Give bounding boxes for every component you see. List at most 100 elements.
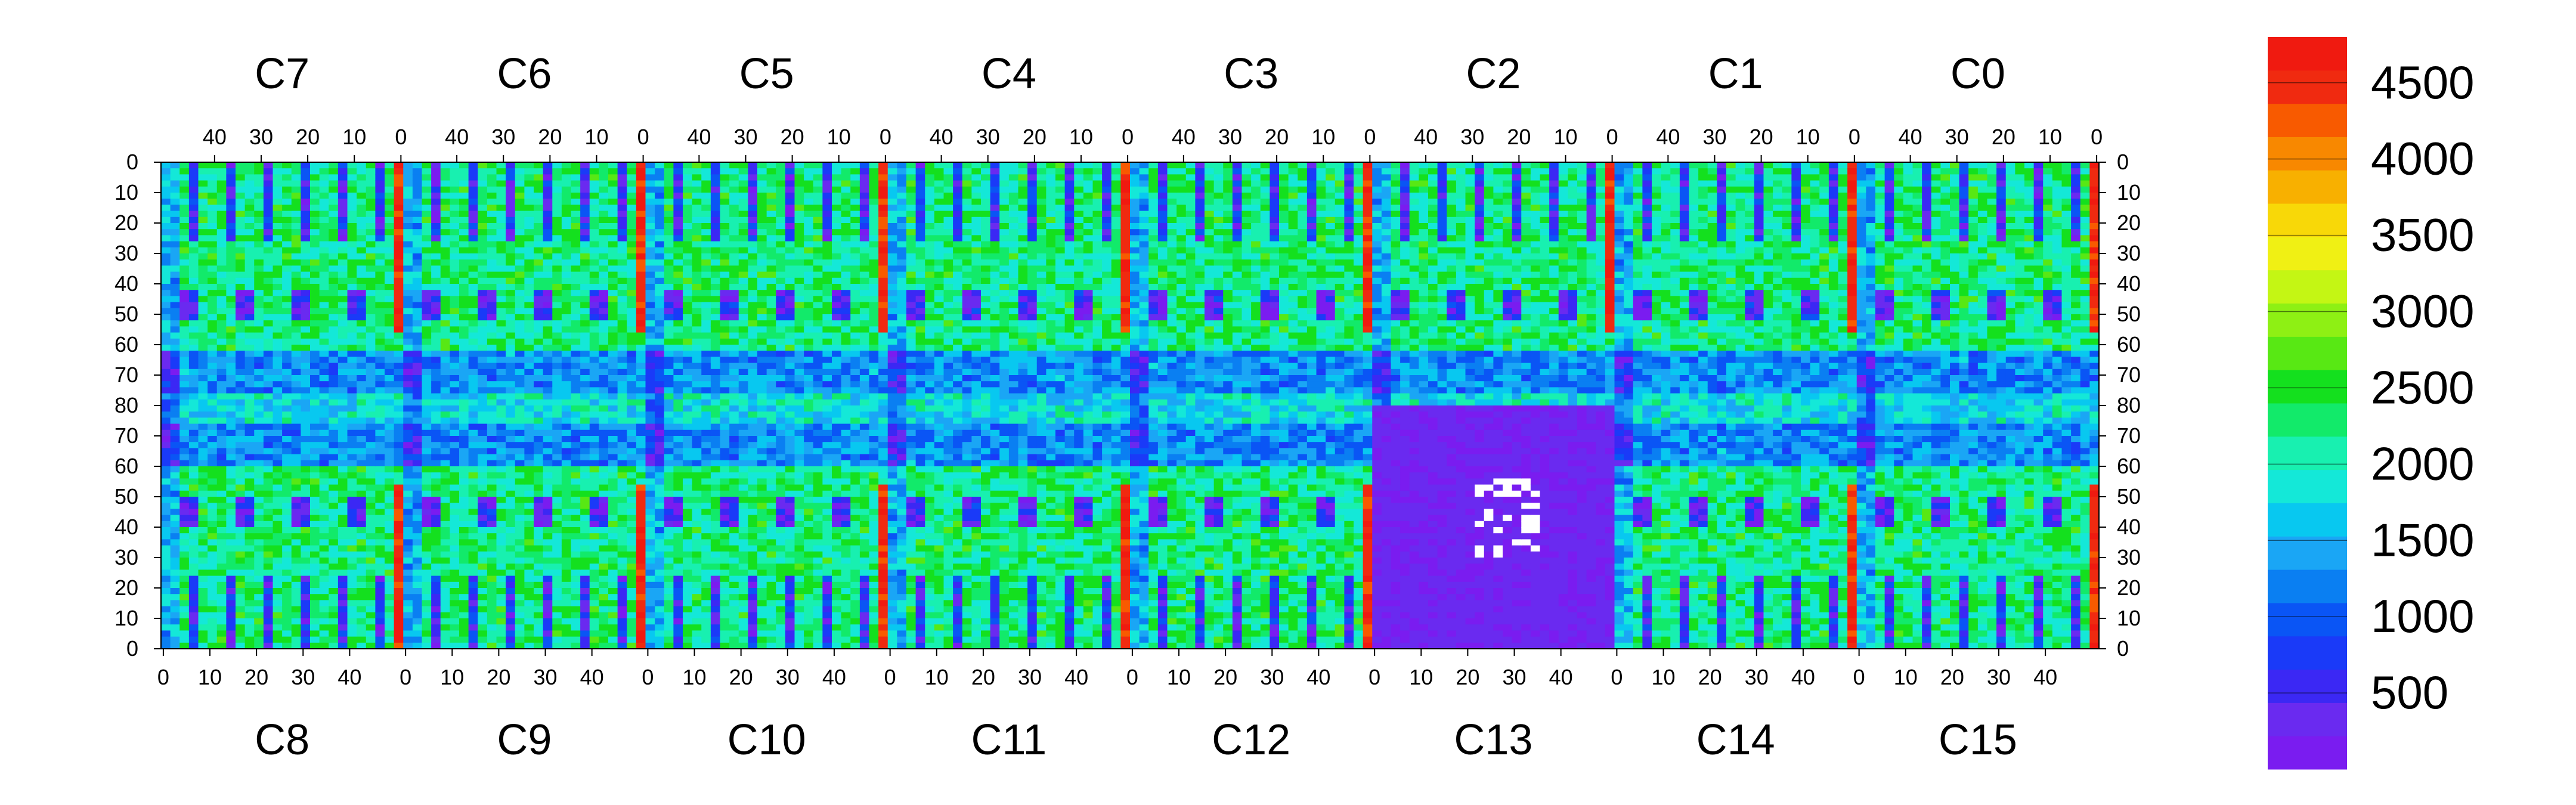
heatmap-cell [515,223,525,230]
heatmap-cell [962,387,972,394]
heatmap-cell [776,320,786,327]
heatmap-cell [515,369,525,376]
heatmap-cell [1018,357,1028,364]
heatmap-cell [1157,375,1168,382]
heatmap-cell [897,199,907,205]
heatmap-cell [887,381,897,388]
heatmap-cell [291,259,301,266]
heatmap-cell [599,223,609,230]
heatmap-cell [1018,345,1028,351]
heatmap-cell [785,332,795,339]
heatmap-cell [655,357,665,364]
heatmap-cell [1102,235,1112,242]
heatmap-cell [1046,375,1056,382]
heatmap-cell [1018,326,1028,333]
heatmap-cell [1232,338,1243,345]
heatmap-cell [692,314,702,321]
heatmap-cell [608,387,618,394]
heatmap-cell [385,381,395,388]
heatmap-cell [999,174,1010,181]
heatmap-cell [1027,381,1038,388]
heatmap-cell [357,308,367,315]
column-tick-top: 0 [1606,125,1618,149]
heatmap-cell [561,186,572,193]
row-tick-left: 50 [114,484,138,509]
heatmap-cell [487,357,497,364]
heatmap-cell [515,174,525,181]
heatmap-cell [776,180,786,187]
heatmap-cell [468,199,478,205]
heatmap-cell [478,271,488,278]
heatmap-cell [1055,193,1066,199]
heatmap-cell [496,338,506,345]
heatmap-cell [580,229,590,236]
heatmap-cell [1046,387,1056,394]
heatmap-cell [1260,290,1270,296]
heatmap-cell [878,229,888,236]
column-tick-bottom: 30 [1987,665,2011,689]
heatmap-cell [1055,168,1066,175]
heatmap-cell [244,193,255,199]
column-tick-bottom: 30 [1745,665,1769,689]
heatmap-cell [683,308,693,315]
heatmap-cell [804,369,814,376]
heatmap-cell [319,308,329,315]
heatmap-cell [887,205,897,212]
heatmap-cell [450,345,460,351]
heatmap-cell [627,259,637,266]
heatmap-cell [776,277,786,284]
heatmap-cell [506,229,516,236]
heatmap-cell [385,357,395,364]
heatmap-cell [1111,168,1121,175]
heatmap-cell [543,216,553,224]
heatmap-cell [962,180,972,187]
heatmap-cell [1064,363,1075,370]
heatmap-cell [589,247,599,254]
heatmap-cell [832,308,842,315]
heatmap-cell [385,199,395,205]
heatmap-cell [869,296,879,303]
heatmap-cell [515,393,525,400]
heatmap-cell [1213,296,1224,303]
heatmap-cell [1018,381,1028,388]
heatmap-cell [534,351,544,357]
heatmap-cell [1092,180,1103,187]
heatmap-cell [580,284,590,290]
heatmap-cell [301,320,311,327]
heatmap-cell [1185,369,1196,376]
heatmap-cell [1083,320,1094,327]
heatmap-cell [244,338,255,345]
heatmap-cell [198,381,208,388]
heatmap-cell [1167,265,1177,273]
heatmap-cell [385,332,395,339]
heatmap-cell [179,271,190,278]
heatmap-cell [208,168,218,175]
heatmap-cell [226,216,236,224]
heatmap-cell [170,210,180,218]
heatmap-cell [850,296,860,303]
heatmap-cell [748,210,758,218]
heatmap-cell [543,186,553,193]
heatmap-cell [1120,199,1131,205]
heatmap-cell [478,174,488,181]
heatmap-cell [925,193,935,199]
heatmap-cell [412,375,423,382]
heatmap-cell [617,351,627,357]
heatmap-cell [282,247,292,254]
heatmap-cell [571,351,581,357]
heatmap-cell [403,296,413,303]
column-tick-bottom: 0 [1853,665,1865,689]
row-tick-left: 20 [114,210,138,235]
heatmap-cell [412,296,423,303]
heatmap-cell [1157,369,1168,376]
heatmap-cell [1008,223,1019,230]
heatmap-cell [776,351,786,357]
heatmap-cell [1008,205,1019,212]
heatmap-cell [254,253,264,260]
heatmap-cell [1251,271,1261,278]
heatmap-cell [236,247,246,254]
heatmap-cell [273,168,283,175]
heatmap-cell [366,332,376,339]
heatmap-cell [1018,210,1028,218]
heatmap-cell [487,387,497,394]
